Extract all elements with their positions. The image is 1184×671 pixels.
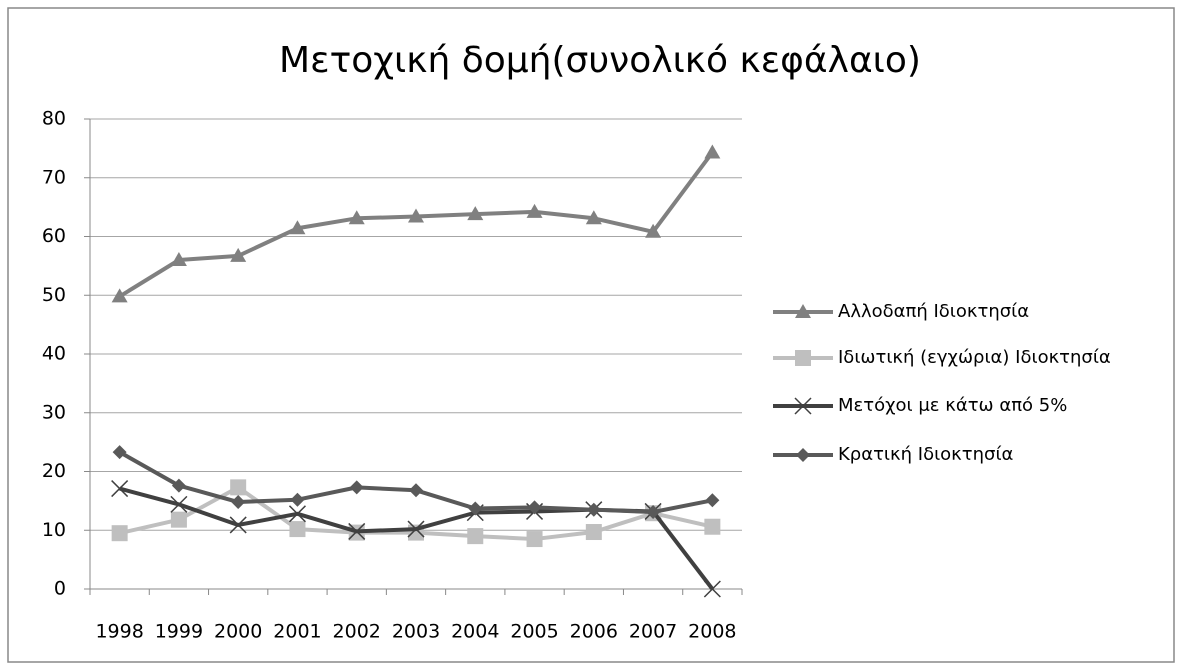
legend-text: Μετόχοι με κάτω από 5% <box>838 395 1067 416</box>
x-tick-label: 2006 <box>570 621 618 643</box>
marker <box>645 223 662 238</box>
marker <box>407 520 425 538</box>
marker <box>527 500 542 515</box>
marker <box>585 210 602 225</box>
marker <box>348 210 365 225</box>
marker <box>794 397 812 415</box>
y-tick-label: 80 <box>42 108 66 130</box>
marker <box>229 516 247 534</box>
y-tick-label: 10 <box>42 519 66 541</box>
marker <box>111 288 128 303</box>
y-tick-label: 20 <box>42 460 66 482</box>
marker <box>289 220 306 235</box>
x-tick-label: 2005 <box>510 621 558 643</box>
legend-text: Ιδιωτική (εγχώρια) Ιδιοκτησία <box>838 347 1111 368</box>
marker <box>796 448 810 462</box>
marker <box>288 505 306 523</box>
marker <box>170 495 188 513</box>
marker <box>646 505 661 520</box>
marker <box>704 144 721 159</box>
legend-text: Κρατική Ιδιοκτησία <box>838 444 1013 465</box>
legend-text: Αλλοδαπή Ιδιοκτησία <box>838 301 1029 322</box>
x-tick-label: 2002 <box>333 621 381 643</box>
y-tick-label: 70 <box>42 166 66 188</box>
x-tick-label: 1998 <box>95 621 143 643</box>
marker <box>467 206 484 221</box>
y-tick-label: 60 <box>42 225 66 247</box>
marker <box>230 479 247 496</box>
y-tick-label: 30 <box>42 401 66 423</box>
x-tick-label: 2008 <box>688 621 736 643</box>
marker <box>585 524 602 541</box>
marker <box>526 203 543 218</box>
marker <box>290 492 305 507</box>
y-tick-label: 40 <box>42 343 66 365</box>
x-tick-label: 2007 <box>629 621 677 643</box>
marker <box>467 528 484 545</box>
marker <box>703 580 721 598</box>
marker <box>170 252 187 266</box>
marker <box>526 531 543 548</box>
marker <box>111 480 129 498</box>
marker <box>171 478 186 493</box>
x-tick-label: 2004 <box>451 621 499 643</box>
marker <box>112 445 127 460</box>
marker <box>409 483 423 498</box>
y-tick-label: 50 <box>42 284 66 306</box>
marker <box>795 350 811 366</box>
marker <box>111 525 128 542</box>
x-tick-label: 2001 <box>273 621 321 643</box>
marker <box>468 501 483 516</box>
marker <box>230 247 247 262</box>
marker <box>795 304 811 318</box>
chart-frame <box>7 7 1175 663</box>
x-tick-label: 1999 <box>155 621 203 643</box>
marker <box>704 518 721 535</box>
marker <box>289 521 306 538</box>
x-tick-label: 2000 <box>214 621 262 643</box>
chart-title: Μετοχική δομή(συνολικό κεφάλαιο) <box>279 40 921 81</box>
marker <box>170 511 187 528</box>
marker <box>349 480 364 495</box>
marker <box>705 493 720 508</box>
y-tick-label: 0 <box>54 578 66 600</box>
marker <box>348 522 366 540</box>
marker <box>408 208 424 223</box>
marker <box>586 502 601 517</box>
marker <box>231 495 246 510</box>
x-tick-label: 2003 <box>392 621 440 643</box>
